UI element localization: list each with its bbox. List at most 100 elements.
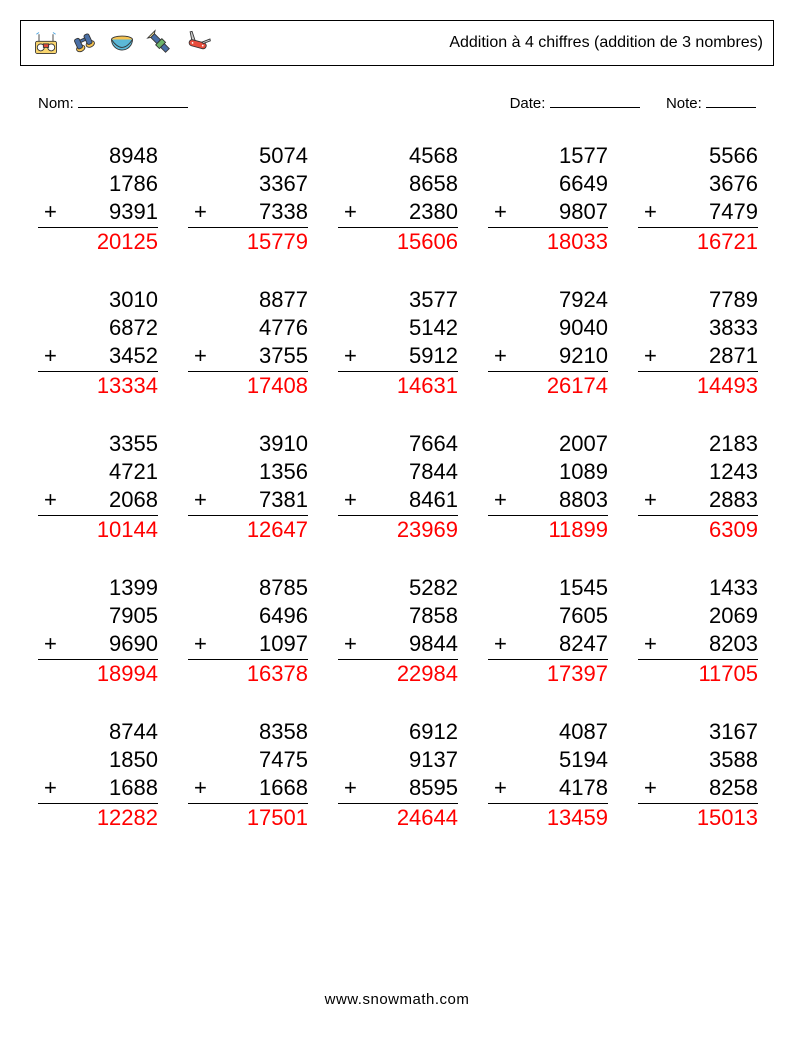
plus-sign: + [644, 342, 657, 370]
addend-2: 2069 [638, 602, 758, 630]
addend-3: +8258 [638, 774, 758, 804]
plus-sign: + [644, 486, 657, 514]
addition-problem: 77893833+287114493 [638, 286, 758, 400]
addend-1: 8877 [188, 286, 308, 314]
plus-sign: + [344, 342, 357, 370]
addend-3: +2380 [338, 198, 458, 228]
addend-3: +4178 [488, 774, 608, 804]
plus-sign: + [494, 774, 507, 802]
addend-3: +9844 [338, 630, 458, 660]
answer: 22984 [338, 660, 458, 688]
plus-sign: + [194, 198, 207, 226]
flashlight-icon [145, 28, 175, 58]
footer-link[interactable]: www.snowmath.com [0, 991, 794, 1008]
addend-1: 8948 [38, 142, 158, 170]
addend-2: 1850 [38, 746, 158, 774]
addend-3: +9210 [488, 342, 608, 372]
addend-1: 8358 [188, 718, 308, 746]
answer: 20125 [38, 228, 158, 256]
addend-2: 1243 [638, 458, 758, 486]
addend-2: 3588 [638, 746, 758, 774]
addend-3: +5912 [338, 342, 458, 372]
addition-problem: 89481786+939120125 [38, 142, 158, 256]
addend-3: +2883 [638, 486, 758, 516]
name-label: Nom: [38, 95, 74, 112]
addend-1: 2183 [638, 430, 758, 458]
addend-2: 1356 [188, 458, 308, 486]
addend-1: 3577 [338, 286, 458, 314]
addend-2: 7605 [488, 602, 608, 630]
addend-2: 5194 [488, 746, 608, 774]
addend-1: 7789 [638, 286, 758, 314]
addend-2: 7905 [38, 602, 158, 630]
addend-2: 8658 [338, 170, 458, 198]
worksheet-title: Addition à 4 chiffres (addition de 3 nom… [449, 34, 763, 52]
date-field: Date: [510, 94, 640, 112]
addend-2: 1786 [38, 170, 158, 198]
plus-sign: + [44, 630, 57, 658]
answer: 15013 [638, 804, 758, 832]
addend-1: 4087 [488, 718, 608, 746]
grade-blank[interactable] [706, 94, 756, 108]
addend-1: 7924 [488, 286, 608, 314]
plus-sign: + [494, 486, 507, 514]
addend-1: 3167 [638, 718, 758, 746]
answer: 18994 [38, 660, 158, 688]
plus-sign: + [344, 198, 357, 226]
addend-2: 4776 [188, 314, 308, 342]
date-blank[interactable] [550, 94, 640, 108]
answer: 26174 [488, 372, 608, 400]
addition-problem: 15457605+824717397 [488, 574, 608, 688]
addend-1: 1577 [488, 142, 608, 170]
addend-1: 1433 [638, 574, 758, 602]
addend-1: 8785 [188, 574, 308, 602]
addend-3: +7381 [188, 486, 308, 516]
name-blank[interactable] [78, 94, 188, 108]
plus-sign: + [644, 774, 657, 802]
addition-problem: 39101356+738112647 [188, 430, 308, 544]
answer: 12282 [38, 804, 158, 832]
boombox-icon [31, 28, 61, 58]
addend-1: 3910 [188, 430, 308, 458]
addition-problem: 33554721+206810144 [38, 430, 158, 544]
addition-problem: 83587475+166817501 [188, 718, 308, 832]
answer: 14631 [338, 372, 458, 400]
addition-problem: 31673588+825815013 [638, 718, 758, 832]
worksheet-page: Addition à 4 chiffres (addition de 3 nom… [0, 0, 794, 1053]
addition-problem: 15776649+980718033 [488, 142, 608, 256]
plus-sign: + [44, 198, 57, 226]
name-field: Nom: [38, 94, 188, 112]
plus-sign: + [44, 774, 57, 802]
plus-sign: + [344, 630, 357, 658]
plus-sign: + [194, 342, 207, 370]
date-label: Date: [510, 95, 546, 112]
problem-grid: 89481786+93912012550743367+7338157794568… [20, 112, 774, 832]
answer: 15606 [338, 228, 458, 256]
answer: 14493 [638, 372, 758, 400]
addition-problem: 50743367+733815779 [188, 142, 308, 256]
answer: 10144 [38, 516, 158, 544]
addend-3: +9807 [488, 198, 608, 228]
plus-sign: + [494, 630, 507, 658]
answer: 13334 [38, 372, 158, 400]
plus-sign: + [194, 774, 207, 802]
addend-1: 5282 [338, 574, 458, 602]
addend-3: +9391 [38, 198, 158, 228]
addition-problem: 87441850+168812282 [38, 718, 158, 832]
addend-1: 3355 [38, 430, 158, 458]
addend-1: 6912 [338, 718, 458, 746]
answer: 17397 [488, 660, 608, 688]
plus-sign: + [194, 486, 207, 514]
addend-2: 3676 [638, 170, 758, 198]
addition-problem: 21831243+28836309 [638, 430, 758, 544]
addend-1: 1545 [488, 574, 608, 602]
addend-2: 1089 [488, 458, 608, 486]
addition-problem: 30106872+345213334 [38, 286, 158, 400]
addend-1: 3010 [38, 286, 158, 314]
addition-problem: 20071089+880311899 [488, 430, 608, 544]
addend-2: 6496 [188, 602, 308, 630]
answer: 11899 [488, 516, 608, 544]
plus-sign: + [644, 630, 657, 658]
addend-3: +7338 [188, 198, 308, 228]
addend-3: +1668 [188, 774, 308, 804]
